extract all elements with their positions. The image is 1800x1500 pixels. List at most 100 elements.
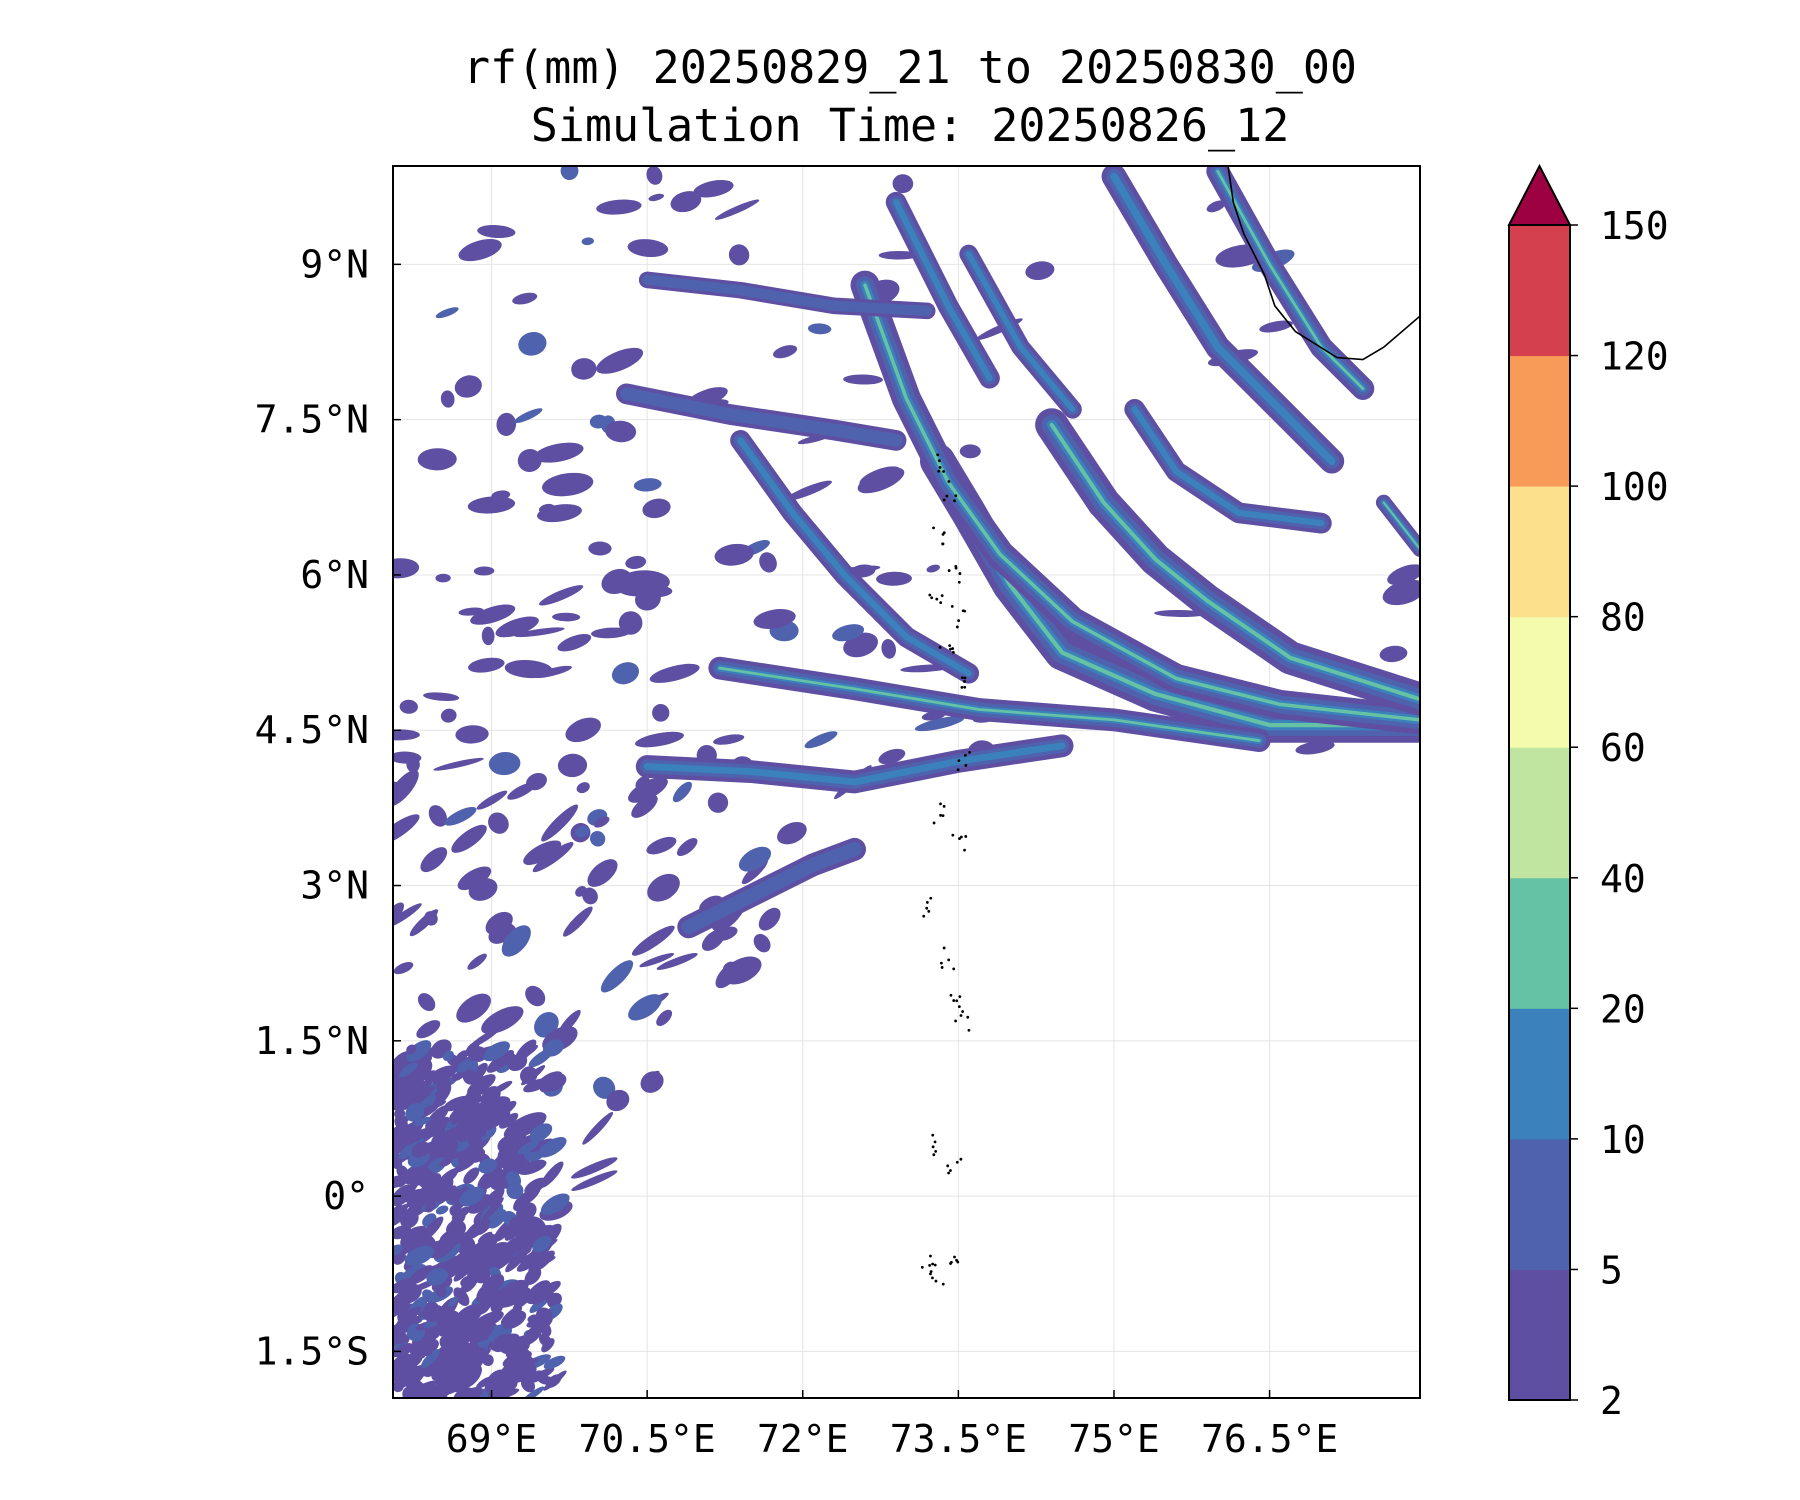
rain-cell: [513, 1191, 532, 1211]
rain-cell: [458, 239, 502, 262]
rain-cell: [420, 1216, 444, 1242]
island-dot: [963, 848, 966, 852]
rain-cell: [445, 1265, 462, 1280]
rain-cell: [557, 633, 592, 652]
rain-cell: [400, 1306, 422, 1323]
rain-cell: [499, 1112, 519, 1129]
island-dot: [950, 604, 954, 608]
island-dot: [957, 619, 961, 622]
rain-cell: [804, 731, 838, 749]
y-tick-label: 4.5°N: [255, 708, 369, 752]
rain-cell: [596, 199, 642, 215]
rain-cell: [457, 866, 492, 891]
island-dot: [942, 470, 945, 473]
rain-cell: [492, 1334, 510, 1353]
rain-cell: [606, 1089, 630, 1112]
colorbar-tick-label: 5: [1600, 1248, 1623, 1292]
rain-cell: [496, 1388, 520, 1398]
rain-cell: [633, 478, 662, 492]
rain-cell: [486, 1049, 515, 1073]
rain-cell: [1295, 740, 1335, 755]
rain-cell: [625, 555, 647, 570]
rain-cell: [433, 757, 484, 771]
rain-cell: [423, 692, 460, 702]
rain-band: [718, 666, 1261, 742]
island-dot: [948, 644, 952, 648]
rain-cell: [714, 543, 754, 566]
rain-band: [965, 251, 1076, 413]
rain-cell: [552, 612, 581, 622]
island-dot: [938, 645, 942, 649]
rain-cell: [582, 1112, 614, 1145]
rain-cell: [728, 244, 750, 266]
island-dot: [951, 833, 955, 837]
rain-cell: [409, 909, 439, 937]
rain-cell: [483, 1041, 510, 1062]
rain-cell: [404, 1245, 435, 1266]
rain-cell: [481, 1273, 505, 1295]
rain-cell: [430, 1045, 447, 1058]
rain-cell: [477, 1218, 491, 1228]
rain-cell: [451, 824, 487, 853]
y-tick-label: 0°: [323, 1174, 369, 1218]
island-dot: [939, 802, 942, 806]
rain-cell: [468, 878, 498, 901]
rain-cell: [878, 748, 906, 765]
rain-cell: [455, 1142, 470, 1152]
rain-cell: [416, 1020, 441, 1039]
rain-cell: [467, 953, 487, 970]
rain-cell: [878, 250, 920, 260]
island-dot: [955, 999, 959, 1003]
rain-cell: [758, 907, 781, 931]
rain-cell: [522, 1386, 545, 1398]
rain-cell: [427, 1116, 450, 1138]
rain-cell: [396, 1203, 409, 1215]
y-tick-label: 7.5°N: [255, 398, 369, 442]
rain-cell: [399, 1062, 418, 1078]
rain-cell: [832, 624, 865, 642]
rain-cell: [516, 1202, 537, 1222]
rain-cell: [460, 1275, 475, 1287]
rain-cell: [543, 1289, 556, 1304]
rain-band: [1110, 172, 1336, 465]
island-dot: [949, 647, 952, 651]
rain-cell: [642, 498, 671, 519]
island-dot: [935, 597, 939, 601]
island-dot: [968, 750, 971, 754]
rain-cell: [807, 323, 832, 335]
rain-cell: [596, 347, 644, 374]
island-dot: [940, 594, 944, 598]
colorbar-segment: [1509, 616, 1570, 748]
rain-cell: [393, 558, 420, 579]
colorbar-extend-arrow: [1507, 163, 1572, 226]
colorbar-tick-label: 20: [1600, 987, 1646, 1031]
colorbar: 2 5 10 20 40 60 80 100 120 150: [1507, 163, 1669, 1423]
rain-cell: [400, 1210, 419, 1229]
rain-cell: [406, 1040, 432, 1062]
rain-cell: [576, 782, 590, 794]
rain-band: [1049, 422, 1420, 702]
rain-cell: [590, 830, 606, 847]
rain-cell: [532, 1235, 552, 1253]
rain-cell: [468, 657, 505, 673]
rain-cell: [435, 307, 459, 319]
rain-cell: [629, 583, 673, 598]
rain-cell: [393, 903, 422, 928]
island-dot: [928, 593, 932, 597]
colorbar-segment: [1509, 1008, 1570, 1140]
rain-cell: [477, 224, 516, 239]
rain-cell: [459, 1186, 485, 1207]
rain-cell: [405, 1103, 425, 1122]
rain-cell: [488, 1209, 507, 1229]
rain-cell: [488, 751, 521, 776]
rain-cell: [593, 816, 610, 828]
island-dot: [941, 1282, 945, 1286]
rain-cell: [529, 1123, 553, 1142]
rain-cell: [526, 1280, 551, 1305]
rain-cell: [713, 734, 745, 745]
colorbar-tick-label: 60: [1600, 726, 1646, 770]
rain-cell: [451, 1226, 480, 1246]
rain-cell: [600, 960, 634, 993]
rain-cell: [435, 573, 451, 583]
